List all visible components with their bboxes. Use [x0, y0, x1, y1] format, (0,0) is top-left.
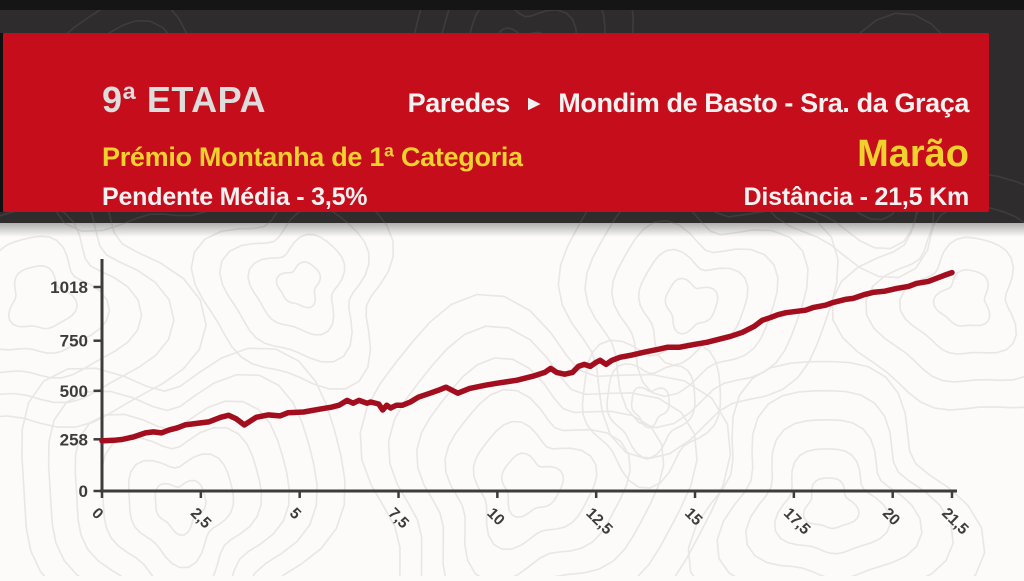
- stage-banner: 9ª ETAPA Paredes ► Mondim de Basto - Sra. …: [3, 33, 989, 212]
- route-end: Mondim de Basto - Sra. da Graça: [558, 88, 969, 118]
- stage-number: 9ª ETAPA: [102, 79, 267, 120]
- banner-row-3: Pendente Média - 3,5% Distância - 21,5 K…: [102, 183, 969, 212]
- climb-category: Prémio Montanha de 1ª Categoria: [102, 142, 523, 172]
- band-shadow: [0, 223, 1024, 237]
- top-edge-strip: [0, 0, 1024, 10]
- gradient-value: Pendente Média - 3,5%: [102, 183, 368, 211]
- route-title: Paredes ► Mondim de Basto - Sra. da Graça: [407, 88, 970, 119]
- banner-row-2: Prémio Montanha de 1ª Categoria Marão: [102, 133, 969, 176]
- left-edge-strip: [0, 33, 3, 212]
- route-start: Paredes: [407, 88, 511, 118]
- climb-name: Marão: [857, 133, 969, 175]
- route-arrow-icon: ►: [523, 92, 545, 115]
- banner-row-1: 9ª ETAPA Paredes ► Mondim de Basto - Sra. …: [102, 79, 969, 121]
- distance-value: Distância - 21,5 Km: [743, 183, 970, 211]
